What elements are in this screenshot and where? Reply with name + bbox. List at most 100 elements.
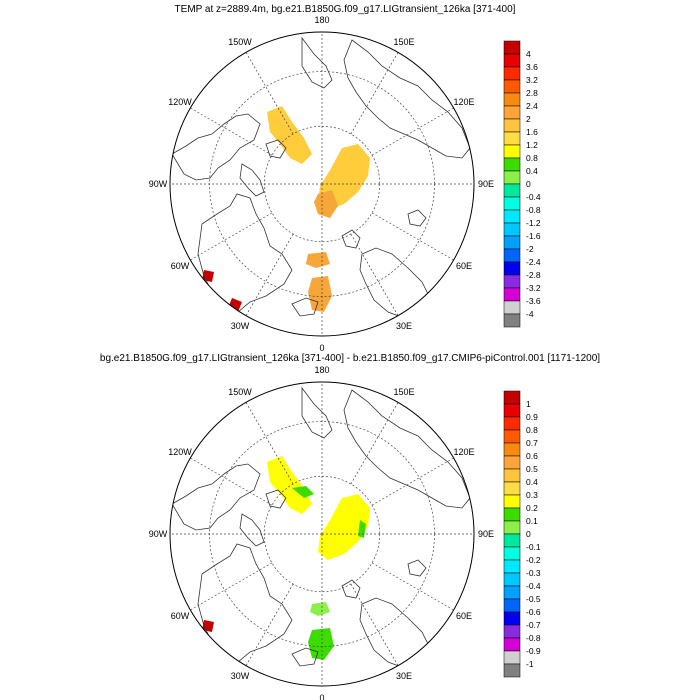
coastline <box>265 139 287 159</box>
colorbar-swatch <box>503 196 521 211</box>
colorbar-label: 0.8 <box>526 153 538 163</box>
longitude-label: 90E <box>478 529 494 539</box>
panel-bottom-title: bg.e21.B1850G.f09_g17.LIGtransient_126ka… <box>100 353 600 364</box>
colorbar-label: 0.7 <box>526 438 538 448</box>
anomaly-patch-norwegian <box>308 276 332 312</box>
colorbar-label: -3.2 <box>526 283 541 293</box>
colorbar-swatch <box>503 637 521 652</box>
colorbar-swatch <box>503 183 521 198</box>
colorbar-swatch <box>503 507 521 522</box>
coastline <box>171 113 261 181</box>
anomaly-patch-canada-green <box>292 486 314 498</box>
anomaly-patch-central-green <box>358 520 366 538</box>
colorbar-label: -0.4 <box>526 192 541 202</box>
coastline <box>265 489 287 509</box>
colorbar-label: -1 <box>526 659 534 669</box>
colorbar-swatch <box>503 118 521 133</box>
colorbar-label: 3.6 <box>526 62 538 72</box>
coastline <box>343 389 471 509</box>
colorbar-swatch <box>503 66 521 81</box>
map-boundary <box>169 381 475 687</box>
longitude-label: 60E <box>456 261 472 271</box>
colorbar-swatch <box>503 209 521 224</box>
colorbar-label: 1.2 <box>526 140 538 150</box>
colorbar-swatch <box>503 585 521 600</box>
longitude-label: 0 <box>319 693 324 700</box>
meridian-line <box>245 233 294 316</box>
colorbar-swatch <box>503 235 521 250</box>
map-top: 180 150E 120E 90E 60E 30E 0 30W 60W 90W 120W 150W <box>149 15 494 353</box>
anomaly-patch-canada <box>267 106 312 164</box>
colorbar-swatch <box>503 40 521 55</box>
colorbar-label: -1.2 <box>526 218 541 228</box>
colorbar-swatch <box>503 598 521 613</box>
longitude-label: 180 <box>314 365 329 375</box>
anomaly-patch-canada <box>267 456 312 514</box>
colorbar-swatch <box>503 650 521 665</box>
colorbar-label: 0.2 <box>526 503 538 513</box>
colorbar-label: 2.4 <box>526 101 538 111</box>
colorbar-swatch <box>503 481 521 496</box>
longitude-label: 120W <box>168 97 192 107</box>
longitude-label: 120E <box>454 447 475 457</box>
colorbar-label: 0.4 <box>526 166 538 176</box>
colorbar-label: -0.7 <box>526 620 541 630</box>
colorbar-label: 1.6 <box>526 127 538 137</box>
longitude-label: 60W <box>171 611 190 621</box>
longitude-label: 60W <box>171 261 190 271</box>
longitude-label: 120E <box>454 97 475 107</box>
longitude-label: 150W <box>228 37 252 47</box>
longitude-label: 90W <box>149 529 168 539</box>
map-boundary <box>169 31 475 337</box>
longitude-label: 180 <box>314 15 329 25</box>
colorbar-label: -0.9 <box>526 646 541 656</box>
colorbar-label: -0.4 <box>526 581 541 591</box>
coastline <box>239 163 265 197</box>
colorbar-label: -1.6 <box>526 231 541 241</box>
colorbar-label: -0.8 <box>526 205 541 215</box>
colorbar-swatch <box>503 468 521 483</box>
longitude-label: 150E <box>393 37 414 47</box>
colorbar-swatch <box>503 170 521 185</box>
meridian-line <box>350 583 399 666</box>
coastline <box>359 247 431 319</box>
colorbar-label: 0.8 <box>526 425 538 435</box>
colorbar-swatch <box>503 546 521 561</box>
meridian-line <box>190 457 273 506</box>
coastline <box>239 513 265 547</box>
colorbar-label: 0.9 <box>526 412 538 422</box>
anomaly-patch-labrador <box>202 620 214 632</box>
longitude-label: 90W <box>149 179 168 189</box>
coastline <box>171 463 261 531</box>
coastline <box>341 579 361 599</box>
meridian-line <box>350 402 399 485</box>
coastline <box>407 559 427 577</box>
longitude-label: 150W <box>228 387 252 397</box>
colorbar-swatch <box>503 416 521 431</box>
coastline <box>343 39 471 159</box>
colorbar-top: 4 3.6 3.2 2.8 2.4 2 1.6 1.2 0.8 0.4 0 -0.4 -0.8 -1.2 -… <box>503 40 541 328</box>
colorbar-bottom: 1 0.9 0.8 0.7 0.6 0.5 0.4 0.3 0.2 0.1 0 -0.1 -0.2 -0.… <box>503 390 541 678</box>
longitude-label: 150E <box>393 387 414 397</box>
colorbar-swatch <box>503 105 521 120</box>
colorbar-label: 0.5 <box>526 464 538 474</box>
meridian-line <box>245 583 294 666</box>
coastline <box>407 209 427 227</box>
colorbar-swatch <box>503 53 521 68</box>
coastline <box>301 36 333 89</box>
colorbar-swatch <box>503 261 521 276</box>
colorbar-label: 1 <box>526 399 531 409</box>
colorbar-swatch <box>503 533 521 548</box>
colorbar-swatch <box>503 157 521 172</box>
longitude-label: 90E <box>478 179 494 189</box>
colorbar-label: 2 <box>526 114 531 124</box>
panel-top: TEMP at z=2889.4m, bg.e21.B1850G.f09_g17… <box>149 4 541 353</box>
colorbar-label: 4 <box>526 49 531 59</box>
colorbar-label: -0.2 <box>526 555 541 565</box>
panel-bottom: bg.e21.B1850G.f09_g17.LIGtransient_126ka… <box>100 353 600 700</box>
colorbar-label: 0 <box>526 179 531 189</box>
colorbar-swatch <box>503 494 521 509</box>
colorbar-swatch <box>503 429 521 444</box>
colorbar-swatch <box>503 248 521 263</box>
colorbar-label: -0.1 <box>526 542 541 552</box>
